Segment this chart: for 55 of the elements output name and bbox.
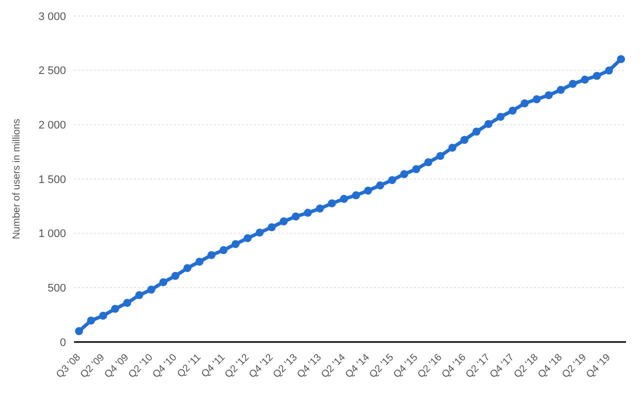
y-tick-label: 1 500: [38, 174, 66, 186]
point: [280, 217, 288, 226]
point: [604, 66, 613, 75]
y-tick-label: 3 000: [38, 10, 66, 23]
point: [123, 298, 132, 307]
point: [376, 181, 384, 190]
point: [508, 106, 517, 115]
point: [147, 286, 156, 294]
point: [484, 120, 493, 128]
point: [556, 86, 565, 94]
y-tick-label: 0: [60, 336, 66, 349]
point: [496, 112, 505, 121]
x-tick-label: Q4 '19: [584, 352, 614, 381]
point: [424, 158, 432, 166]
point: [207, 251, 216, 260]
point: [580, 76, 589, 84]
y-tick-label: 2 500: [38, 65, 66, 78]
y-tick-label: 500: [48, 282, 66, 295]
point: [340, 194, 348, 203]
point: [232, 240, 240, 248]
point: [159, 278, 168, 286]
point: [256, 228, 264, 237]
point: [617, 55, 625, 64]
point: [436, 152, 444, 160]
point: [568, 80, 577, 88]
point: [448, 144, 456, 152]
point: [316, 204, 324, 213]
point: [135, 291, 144, 300]
point: [171, 272, 180, 280]
point: [268, 223, 276, 232]
point: [388, 176, 396, 184]
point: [87, 316, 96, 325]
point: [400, 170, 408, 178]
point: [460, 136, 468, 144]
point: [472, 128, 480, 136]
point: [111, 304, 120, 313]
point: [412, 165, 420, 174]
point: [544, 91, 553, 100]
point: [195, 258, 204, 266]
point: [520, 99, 529, 108]
y-axis-title: Number of users in millions: [12, 118, 23, 240]
point: [532, 95, 541, 104]
point: [352, 191, 360, 200]
point: [364, 186, 372, 195]
y-tick-label: 1 000: [38, 228, 66, 240]
point: [328, 199, 336, 208]
point: [244, 234, 252, 242]
point: [592, 72, 601, 80]
point: [183, 264, 192, 272]
point: [304, 208, 312, 217]
point: [75, 327, 83, 336]
point: [292, 212, 300, 220]
point: [220, 246, 228, 254]
y-tick-label: 2 000: [38, 120, 66, 132]
point: [99, 312, 108, 320]
